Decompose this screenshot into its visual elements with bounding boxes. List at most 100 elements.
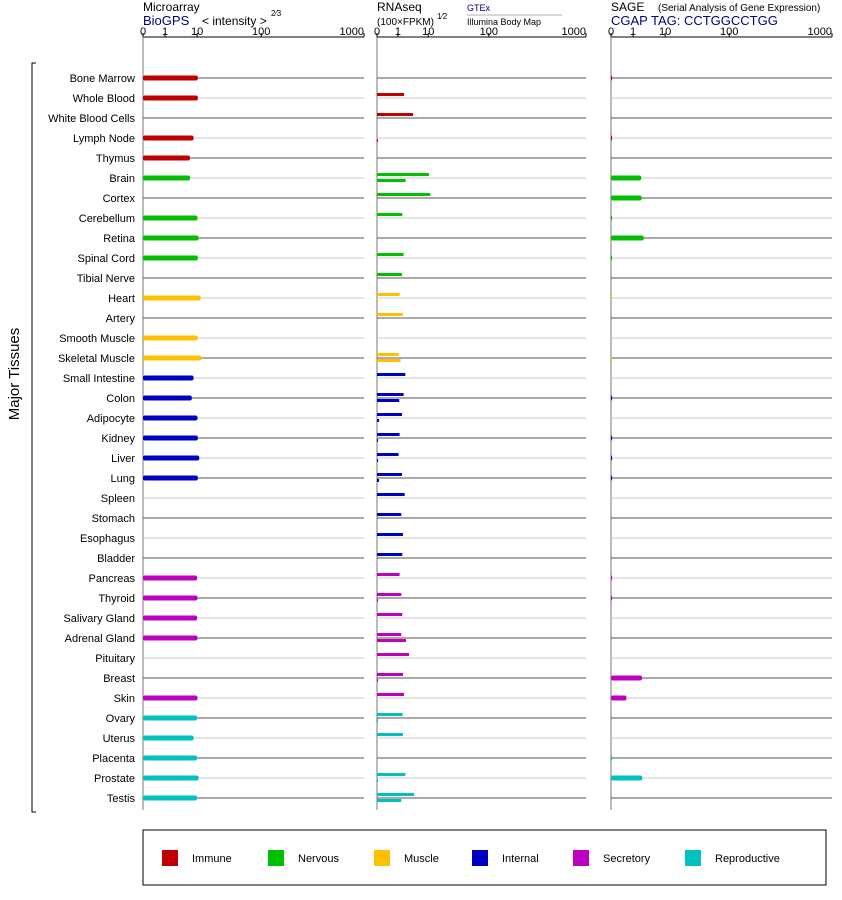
microarray-tick-label: 1000 bbox=[340, 26, 364, 38]
bars-layer bbox=[143, 75, 644, 802]
illumina-bar bbox=[377, 179, 406, 182]
tissue-label: Testis bbox=[107, 793, 136, 805]
microarray-bar bbox=[143, 635, 198, 641]
tissue-label: Brain bbox=[109, 173, 135, 185]
sage-bar bbox=[611, 575, 613, 581]
microarray-bar bbox=[143, 435, 198, 441]
legend-label: Immune bbox=[192, 853, 232, 865]
illumina-bar bbox=[377, 459, 379, 462]
rows-layer: Bone Marrow Whole Blood White Blood Cells L… bbox=[48, 73, 832, 805]
gtex-bar bbox=[377, 733, 403, 736]
sage-tick-label: 10 bbox=[659, 26, 671, 38]
tissue-label: Thymus bbox=[96, 153, 136, 165]
microarray-bar bbox=[143, 695, 198, 701]
microarray-bar bbox=[143, 735, 194, 741]
sage-bar bbox=[611, 135, 613, 141]
microarray-bar bbox=[143, 395, 192, 401]
tissue-label: Heart bbox=[108, 293, 135, 305]
tissue-label: Stomach bbox=[92, 513, 135, 525]
microarray-bar bbox=[143, 295, 201, 301]
gtex-label: GTEx bbox=[467, 3, 491, 13]
microarray-source: BioGPS bbox=[143, 13, 190, 28]
sage-subtitle: (Serial Analysis of Gene Expression) bbox=[658, 3, 820, 14]
illumina-bar bbox=[377, 299, 379, 302]
gtex-bar bbox=[377, 713, 403, 716]
microarray-bar bbox=[143, 255, 198, 261]
gtex-bar bbox=[377, 193, 431, 196]
gtex-bar bbox=[377, 773, 406, 776]
gtex-bar bbox=[377, 633, 402, 636]
sage-tick-label: 100 bbox=[720, 26, 738, 38]
microarray-bar bbox=[143, 415, 198, 421]
tissue-label: Spleen bbox=[101, 493, 135, 505]
gtex-bar bbox=[377, 113, 414, 116]
tissue-label: Bone Marrow bbox=[70, 73, 135, 85]
tissue-label: Adrenal Gland bbox=[65, 633, 135, 645]
microarray-title: Microarray bbox=[143, 0, 200, 14]
microarray-scale-label: < intensity > bbox=[202, 14, 267, 28]
microarray-tick-label: 0 bbox=[140, 26, 146, 38]
gtex-bar bbox=[377, 493, 405, 496]
illumina-bar bbox=[377, 359, 401, 362]
sage-tag: CGAP TAG: CCTGGCCTGG bbox=[611, 13, 778, 28]
sage-bar bbox=[611, 755, 613, 761]
gtex-bar bbox=[377, 373, 406, 376]
tissue-label: Tibial Nerve bbox=[77, 273, 135, 285]
illumina-bar bbox=[377, 719, 379, 722]
gtex-bar bbox=[377, 553, 403, 556]
sage-bar bbox=[611, 255, 613, 261]
gtex-bar bbox=[377, 273, 402, 276]
gtex-bar bbox=[377, 513, 402, 516]
y-axis-label: Major Tissues bbox=[6, 328, 23, 421]
tissue-label: Colon bbox=[106, 393, 135, 405]
gtex-bar bbox=[377, 253, 404, 256]
sage-bar bbox=[611, 775, 643, 781]
legend-label: Secretory bbox=[603, 853, 651, 865]
tissue-label: Spinal Cord bbox=[78, 253, 135, 265]
illumina-bar bbox=[377, 439, 379, 442]
microarray-bar bbox=[143, 755, 198, 761]
microarray-bar bbox=[143, 715, 198, 721]
microarray-tick-label: 1 bbox=[162, 26, 168, 38]
legend-label: Reproductive bbox=[715, 853, 780, 865]
tissue-label: Pituitary bbox=[95, 653, 135, 665]
tissue-label: Placenta bbox=[92, 753, 136, 765]
sage-tick-label: 1000 bbox=[808, 26, 832, 38]
tissue-label: Cerebellum bbox=[79, 213, 135, 225]
sage-bar bbox=[611, 395, 613, 401]
microarray-bar bbox=[143, 455, 200, 461]
rnaseq-tick-label: 10 bbox=[422, 26, 434, 38]
tissue-label: Adipocyte bbox=[87, 413, 135, 425]
microarray-bar bbox=[143, 575, 198, 581]
tissue-bracket bbox=[31, 62, 36, 813]
tissue-label: Thyroid bbox=[98, 593, 135, 605]
gtex-bar bbox=[377, 453, 399, 456]
legend-swatch bbox=[162, 850, 178, 866]
sage-bar bbox=[611, 435, 613, 441]
axes-layer: 0 1 10 100 1000 0 1 10 100 1000 0 1 10 100 1000 bbox=[31, 26, 833, 813]
illumina-bar bbox=[377, 599, 379, 602]
legend-swatch bbox=[374, 850, 390, 866]
tissue-label: Lymph Node bbox=[73, 133, 135, 145]
tissue-label: Lung bbox=[111, 473, 135, 485]
tissue-label: Kidney bbox=[101, 433, 135, 445]
gtex-bar bbox=[377, 673, 403, 676]
legend-swatch bbox=[685, 850, 701, 866]
tissue-label: Salivary Gland bbox=[63, 613, 135, 625]
sage-title: SAGE bbox=[611, 0, 644, 14]
rnaseq-tick-label: 1000 bbox=[562, 26, 586, 38]
microarray-bar bbox=[143, 775, 199, 781]
gtex-bar bbox=[377, 413, 402, 416]
tissue-label: Smooth Muscle bbox=[59, 333, 135, 345]
gtex-bar bbox=[377, 293, 400, 296]
sage-bar bbox=[611, 475, 613, 481]
sage-bar bbox=[611, 215, 613, 221]
sage-bar bbox=[611, 355, 612, 361]
microarray-bar bbox=[143, 335, 198, 341]
sage-bar bbox=[611, 595, 613, 601]
tissue-label: Retina bbox=[103, 233, 136, 245]
illumina-bar bbox=[377, 139, 379, 142]
sage-bar bbox=[611, 195, 642, 201]
gtex-bar bbox=[377, 593, 402, 596]
